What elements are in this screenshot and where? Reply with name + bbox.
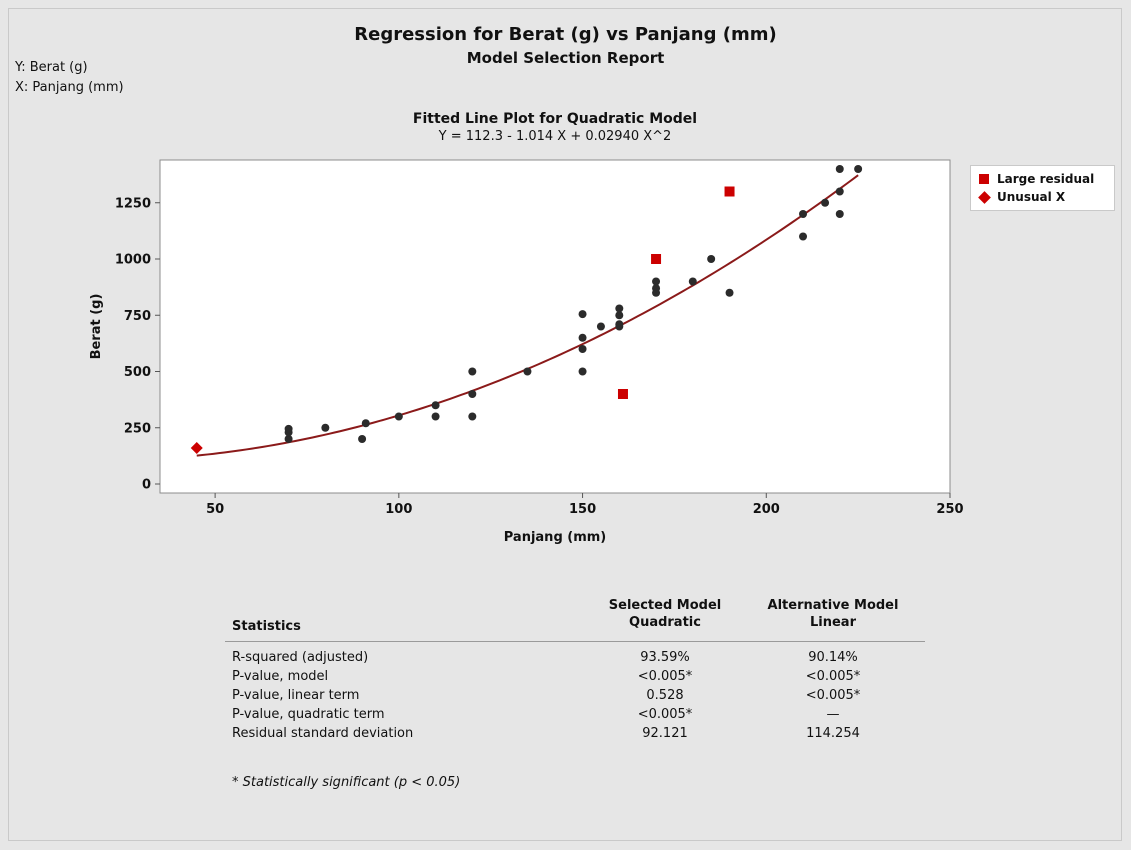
- data-point: [431, 401, 440, 410]
- y-tick-label: 250: [124, 421, 151, 436]
- data-point: [321, 423, 330, 432]
- data-point: [688, 277, 697, 286]
- selected-value: <0.005*: [637, 707, 693, 722]
- legend-label: Large residual: [997, 172, 1095, 186]
- selected-value: 93.59%: [640, 650, 690, 665]
- data-point: [358, 435, 367, 443]
- data-point: [835, 165, 844, 173]
- table-row: Residual standard deviation 92.121 114.2…: [225, 724, 925, 743]
- plot-area: [159, 159, 951, 494]
- regression-equation: Y = 112.3 - 1.014 X + 0.02940 X^2: [438, 129, 672, 144]
- y-variable-info: Y: Berat (g): [15, 60, 88, 75]
- data-point: [821, 198, 830, 207]
- data-point: [799, 210, 808, 218]
- alternative-value: <0.005*: [805, 669, 861, 684]
- data-point: [652, 277, 661, 286]
- table-row: P-value, model <0.005* <0.005*: [225, 667, 925, 686]
- table-body: R-squared (adjusted) 93.59% 90.14% P-val…: [225, 642, 925, 743]
- table-header: Statistics Selected Model Quadratic Alte…: [225, 597, 925, 642]
- x-axis-label: Panjang (mm): [504, 530, 607, 545]
- x-tick-label: 250: [936, 502, 963, 517]
- report-title: Regression for Berat (g) vs Panjang (mm): [354, 24, 777, 45]
- data-point: [468, 390, 477, 398]
- data-point: [361, 419, 370, 428]
- y-axis-label: Berat (g): [89, 294, 104, 360]
- data-point: [431, 412, 440, 421]
- large-residual-point: [724, 186, 735, 197]
- data-point: [578, 333, 587, 342]
- significance-footnote: * Statistically significant (p < 0.05): [232, 775, 461, 790]
- unusual-x-point: [190, 442, 203, 454]
- alternative-value: —: [826, 707, 840, 722]
- column-header-statistics: Statistics: [232, 619, 301, 634]
- data-point: [799, 232, 808, 241]
- variable-info: Y: Berat (g) X: Panjang (mm): [15, 58, 124, 98]
- selected-value: 0.528: [646, 688, 684, 703]
- data-point: [725, 288, 734, 297]
- data-point: [284, 424, 293, 433]
- large-residual-point: [617, 389, 628, 399]
- y-tick-label: 1000: [115, 253, 151, 268]
- table-row: P-value, quadratic term <0.005* —: [225, 705, 925, 724]
- row-label: P-value, linear term: [232, 688, 360, 703]
- x-tick-label: 200: [753, 502, 780, 517]
- diamond-marker-icon: [978, 190, 991, 204]
- report-frame: [8, 8, 1122, 841]
- x-tick-label: 50: [206, 502, 224, 517]
- header-line: Quadratic: [629, 615, 701, 630]
- row-label: R-squared (adjusted): [232, 650, 369, 665]
- data-point: [615, 304, 624, 313]
- legend-item-large-residual: Large residual: [979, 171, 1094, 187]
- legend-item-unusual-x: Unusual X: [978, 189, 1066, 205]
- data-point: [835, 210, 844, 218]
- legend-label: Unusual X: [997, 190, 1066, 204]
- header-line: Alternative Model: [767, 598, 899, 613]
- data-point: [835, 187, 844, 196]
- data-point: [578, 367, 587, 376]
- alternative-value: <0.005*: [805, 688, 861, 703]
- alternative-value: 90.14%: [808, 650, 858, 665]
- y-tick-label: 500: [124, 365, 151, 380]
- square-marker-icon: [979, 174, 989, 184]
- data-point: [394, 412, 403, 421]
- data-point: [596, 322, 605, 331]
- row-label: P-value, quadratic term: [232, 707, 385, 722]
- header-line: Selected Model: [608, 598, 722, 613]
- y-tick-label: 0: [142, 478, 151, 493]
- selected-value: 92.121: [642, 726, 688, 741]
- large-residual-point: [651, 254, 662, 264]
- x-variable-info: X: Panjang (mm): [15, 80, 124, 95]
- header-line: Linear: [810, 615, 856, 630]
- data-point: [707, 255, 716, 263]
- y-tick-label: 750: [124, 309, 151, 324]
- selected-value: <0.005*: [637, 669, 693, 684]
- data-point: [284, 435, 293, 443]
- table-row: R-squared (adjusted) 93.59% 90.14%: [225, 648, 925, 667]
- row-label: Residual standard deviation: [232, 726, 414, 741]
- column-header-selected-model: Selected Model Quadratic: [585, 597, 745, 631]
- alternative-value: 114.254: [806, 726, 860, 741]
- table-row: P-value, linear term 0.528 <0.005*: [225, 686, 925, 705]
- report-subtitle: Model Selection Report: [466, 49, 665, 67]
- data-point: [468, 412, 477, 421]
- data-point: [523, 367, 532, 376]
- x-tick-label: 150: [569, 502, 596, 517]
- data-point: [854, 165, 863, 173]
- chart-legend: Large residual Unusual X: [970, 165, 1115, 211]
- chart-title: Fitted Line Plot for Quadratic Model: [412, 111, 698, 127]
- data-point: [615, 311, 624, 320]
- data-point: [578, 345, 587, 353]
- row-label: P-value, model: [232, 669, 329, 684]
- data-point: [468, 367, 477, 376]
- model-statistics-table: Statistics Selected Model Quadratic Alte…: [225, 597, 925, 743]
- data-point: [652, 284, 661, 293]
- x-tick-label: 100: [385, 502, 412, 517]
- y-tick-label: 1250: [115, 196, 151, 211]
- data-point: [578, 310, 587, 319]
- data-point: [615, 320, 624, 329]
- column-header-alternative-model: Alternative Model Linear: [758, 597, 908, 631]
